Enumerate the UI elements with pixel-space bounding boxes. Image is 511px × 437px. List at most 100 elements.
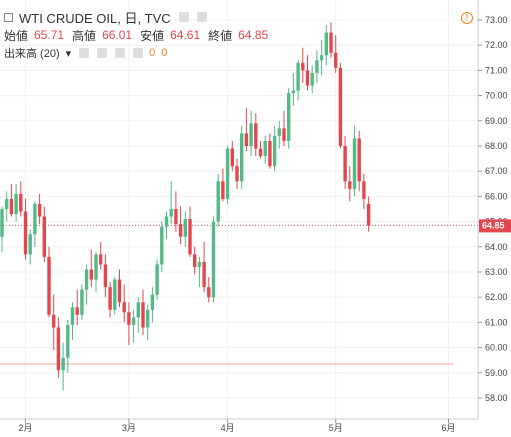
candles [0,22,371,391]
x-tick-label: 2月 [18,423,32,433]
candle-body [146,309,150,328]
candle-body [254,123,258,149]
ohlc-row: 始値 65.71 高値 66.01 安値 64.61 終値 64.85 [4,26,270,44]
price-axis[interactable]: 58.0059.0060.0061.0062.0063.0064.0065.00… [478,15,508,403]
candle-body [103,264,108,288]
candle-body [122,302,126,313]
candle-body [287,93,291,141]
candle-body [197,261,202,267]
candle-body [282,128,286,141]
x-tick-label: 6月 [441,423,455,433]
candle-body [258,148,263,157]
y-tick-label: 71.00 [485,65,508,75]
candle-body [334,52,338,68]
candle-body [362,181,366,199]
candle-body [33,203,37,235]
candle-body [141,302,145,328]
candle-body [291,90,296,94]
candle-body [5,198,9,209]
candle-body [272,135,277,167]
candle-body [160,226,164,265]
candle-body [240,133,244,182]
x-tick-label: 5月 [329,423,343,433]
visibility-icon[interactable] [79,48,90,58]
y-tick-label: 70.00 [485,91,508,101]
last-price-text: 64.85 [482,220,505,230]
more-icon[interactable] [133,48,144,58]
high-value: 66.01 [102,28,133,42]
candle-body [263,140,267,157]
indicator-value: 0 [161,47,168,59]
last-price-label: 64.85 [479,219,511,233]
candle-body [23,211,28,255]
candle-body [183,219,187,237]
low-value: 64.61 [170,28,201,42]
candle-body [89,269,93,280]
candle-body [127,312,131,325]
indicator-value: 0 [149,47,156,59]
x-tick-label: 3月 [122,423,136,433]
candle-body [235,166,239,182]
low-label: 安値 [140,28,165,43]
candle-body [84,269,89,290]
candle-body [42,216,46,257]
candle-body [319,55,324,61]
y-tick-label: 73.00 [485,15,508,25]
warning-icon[interactable]: ! [461,12,473,24]
candle-body [193,254,197,267]
symbol-title[interactable]: WTI CRUDE OIL, 日, TVC [19,10,171,26]
y-tick-label: 68.00 [485,141,508,151]
candle-body [315,60,319,73]
candle-body [117,279,122,303]
y-tick-label: 64.00 [485,242,508,252]
candle-body [277,128,281,136]
candle-body [244,133,249,146]
candle-body [52,314,56,328]
settings-icon[interactable] [97,48,108,58]
dropdown-icon[interactable]: ▾ [65,47,72,60]
candle-body [211,221,216,298]
candle-body [37,203,42,217]
candle-body [131,317,136,325]
candle-body [268,140,272,167]
open-label: 始値 [4,28,29,43]
candle-body [70,307,75,325]
candle-body [66,324,70,358]
candle-body [169,209,173,217]
y-tick-label: 59.00 [485,368,508,378]
close-icon[interactable] [115,48,126,58]
candle-body [94,254,98,280]
candle-body [75,307,79,315]
close-label: 終値 [208,28,233,43]
symbol-row: WTI CRUDE OIL, 日, TVC [4,8,270,26]
candle-body [366,203,371,226]
chart-legend: WTI CRUDE OIL, 日, TVC 始値 65.71 高値 66.01 … [4,8,270,62]
candle-body [99,254,103,265]
time-axis[interactable]: 2月 3月 4月 5月 6月 [18,419,456,433]
candle-body [80,289,84,315]
candle-body [56,327,61,371]
y-tick-label: 63.00 [485,267,508,277]
x-tick-label: 4月 [221,423,235,433]
candle-body [113,279,117,310]
close-value: 64.85 [238,28,269,42]
candle-body [310,72,314,86]
candle-body [136,302,140,318]
candle-body [357,138,361,182]
candle-body [108,287,112,310]
visibility-icon[interactable] [178,12,189,22]
candle-body [207,287,211,298]
candle-body [61,357,65,371]
candle-body [174,209,178,225]
candle-body [230,148,234,167]
candle-body [28,234,32,255]
gridlines [0,0,478,419]
candle-body [150,294,155,310]
settings-icon[interactable] [196,12,207,22]
open-value: 65.71 [34,28,65,42]
candle-body [0,209,4,237]
candle-body [348,181,352,189]
volume-indicator-label[interactable]: 出来高 (20) [4,48,60,60]
collapse-icon[interactable] [4,12,13,22]
